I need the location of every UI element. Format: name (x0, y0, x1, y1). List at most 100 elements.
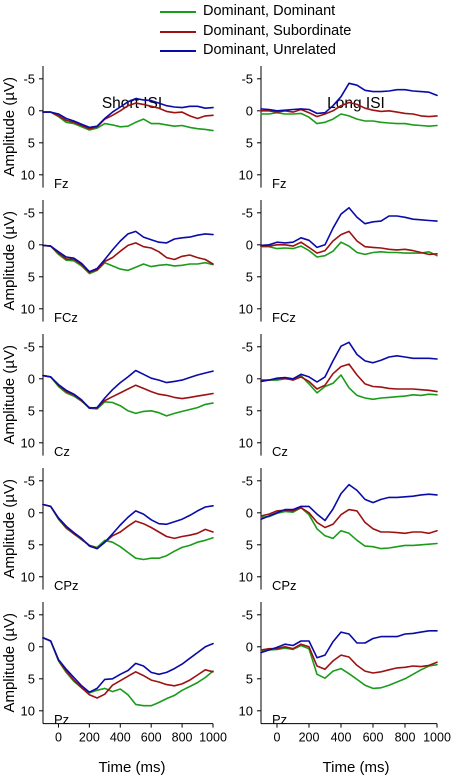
series-line (260, 643, 438, 674)
y-tick-label: -5 (241, 339, 253, 354)
y-tick-label: 5 (246, 403, 253, 418)
legend-label: Dominant, Subordinate (203, 22, 352, 39)
y-tick-label: 10 (239, 167, 253, 182)
series-line (42, 503, 214, 550)
y-tick-label: 10 (21, 167, 35, 182)
electrode-label: CPz (54, 578, 79, 593)
series-line (260, 101, 438, 118)
legend-item: Dominant, Subordinate (160, 22, 450, 42)
y-tick-label: 5 (28, 537, 35, 552)
electrode-label: FCz (272, 310, 296, 325)
series-line (42, 97, 214, 129)
y-tick-label: -5 (23, 339, 35, 354)
y-tick-label: 0 (28, 505, 35, 520)
y-tick-label: 5 (246, 537, 253, 552)
electrode-label: Pz (54, 712, 69, 727)
series-line (260, 630, 438, 659)
y-axis-label: Amplitude (µV) (1, 479, 18, 579)
x-tick-label: 0 (274, 731, 281, 745)
x-tick-label: 1000 (199, 731, 227, 745)
y-tick-label: 0 (246, 639, 253, 654)
y-axis-label: Amplitude (µV) (1, 613, 18, 713)
legend-swatch (160, 30, 196, 33)
y-tick-label: 5 (28, 671, 35, 686)
series-line (260, 241, 438, 258)
legend-label: Dominant, Unrelated (203, 42, 336, 59)
series-line (260, 341, 438, 383)
electrode-label: Cz (272, 444, 288, 459)
series-line (260, 82, 438, 115)
y-tick-label: -5 (23, 473, 35, 488)
electrode-label: Fz (54, 176, 68, 191)
y-tick-label: -5 (241, 71, 253, 86)
x-tick-label: 400 (110, 731, 131, 745)
legend: Dominant, Dominant Dominant, Subordinate… (160, 2, 450, 61)
y-tick-label: 10 (21, 301, 35, 316)
y-tick-label: -5 (241, 473, 253, 488)
y-tick-label: 5 (246, 269, 253, 284)
electrode-label: CPz (272, 578, 297, 593)
series-line (42, 369, 214, 409)
series-line (260, 506, 438, 550)
column-title: Short ISI (102, 95, 162, 112)
y-tick-label: -5 (241, 205, 253, 220)
legend-label: Dominant, Dominant (203, 3, 336, 19)
y-tick-label: 10 (239, 703, 253, 718)
series-line (260, 644, 438, 690)
series-line (42, 637, 214, 707)
series-line (42, 242, 214, 274)
y-tick-label: 10 (21, 435, 35, 450)
x-tick-label: 200 (79, 731, 100, 745)
y-tick-label: 10 (239, 569, 253, 584)
series-line (260, 506, 438, 535)
y-tick-label: 0 (246, 103, 253, 118)
y-tick-label: 10 (239, 301, 253, 316)
series-line (42, 637, 214, 693)
electrode-label: Fz (272, 176, 286, 191)
series-line (42, 374, 214, 417)
y-axis-label: Amplitude (µV) (1, 211, 18, 311)
y-tick-label: 10 (239, 435, 253, 450)
series-line (260, 363, 438, 393)
x-tick-label: 800 (395, 731, 416, 745)
electrode-label: FCz (54, 310, 78, 325)
series-line (260, 230, 438, 256)
series-line (260, 206, 438, 249)
y-tick-label: 5 (246, 671, 253, 686)
series-line (42, 111, 214, 132)
x-tick-label: 600 (141, 731, 162, 745)
x-tick-label: 600 (363, 731, 384, 745)
x-tick-label: 800 (172, 731, 193, 745)
legend-item: Dominant, Dominant (160, 2, 450, 22)
y-axis-label: Amplitude (µV) (1, 77, 18, 177)
x-axis-label: Time (ms) (323, 759, 390, 776)
x-tick-label: 1000 (423, 731, 451, 745)
y-tick-label: -5 (23, 71, 35, 86)
y-axis-label: Amplitude (µV) (1, 345, 18, 445)
x-tick-label: 400 (331, 731, 352, 745)
electrode-label: Pz (272, 712, 287, 727)
x-tick-label: 200 (299, 731, 320, 745)
y-tick-label: 0 (28, 103, 35, 118)
y-tick-label: 5 (246, 135, 253, 150)
y-tick-label: 0 (246, 237, 253, 252)
series-line (42, 503, 214, 561)
y-tick-label: 10 (21, 703, 35, 718)
y-tick-label: -5 (23, 205, 35, 220)
y-tick-label: 0 (28, 237, 35, 252)
series-line (42, 244, 214, 275)
x-axis-label: Time (ms) (99, 759, 166, 776)
series-line (260, 483, 438, 522)
legend-swatch (160, 11, 196, 13)
x-tick-label: 0 (55, 731, 62, 745)
y-tick-label: 0 (246, 371, 253, 386)
y-tick-label: 0 (28, 639, 35, 654)
series-line (42, 503, 214, 550)
y-tick-label: 5 (28, 269, 35, 284)
y-tick-label: -5 (241, 607, 253, 622)
series-line (260, 111, 438, 127)
y-tick-label: 5 (28, 403, 35, 418)
electrode-label: Cz (54, 444, 70, 459)
y-tick-label: 5 (28, 135, 35, 150)
